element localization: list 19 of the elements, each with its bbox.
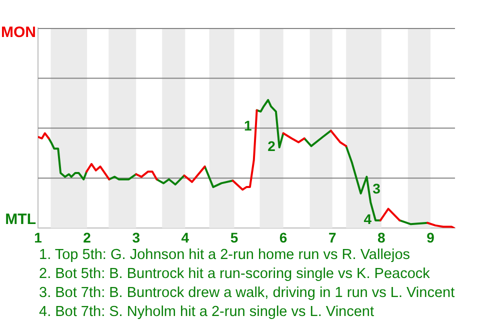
text: 1. Top 5th: G. Johnson hit a 2-run home run vs R. Vallejos	[39, 246, 412, 265]
x-tick-label: 6	[279, 229, 288, 246]
x-tick-label: 8	[378, 229, 386, 246]
annotation: 3	[372, 180, 381, 196]
text: 3. Bot 7th: B. Buntrock drew a walk, driving in 1 run vs L. Vincent	[39, 284, 455, 303]
annotation: 2	[268, 138, 276, 154]
annotation: 1	[244, 118, 252, 134]
x-tick-label: 4	[181, 229, 190, 246]
text: MON	[0, 24, 36, 41]
x-tick-label: 3	[132, 229, 140, 246]
x-tick-label: 9	[426, 229, 435, 246]
annotation: 4	[364, 211, 372, 228]
x-tick-label: 1	[34, 229, 42, 246]
text: 4. Bot 7th: S. Nyholm hit a 2-run single vs L. Vincent	[39, 303, 376, 320]
text: MTL	[4, 211, 36, 228]
text: 2. Bot 5th: B. Buntrock hit a run-scoring single vs K. Peacock	[39, 265, 431, 284]
x-tick-label: 2	[83, 229, 92, 246]
x-tick-label: 5	[230, 229, 238, 246]
x-tick-label: 7	[328, 229, 336, 246]
